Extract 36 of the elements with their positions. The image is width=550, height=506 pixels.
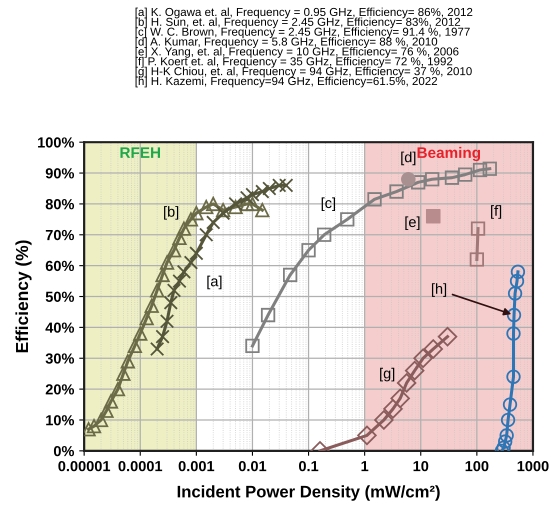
y-tick-label: 100% — [38, 137, 74, 148]
y-tick-label: 20% — [46, 384, 74, 395]
y-tick-label: 90% — [46, 168, 74, 178]
x-tick-label: 1000 — [518, 460, 549, 472]
x-tick-label: 10 — [414, 460, 428, 472]
y-tick-label: 50% — [46, 292, 74, 302]
series-label: [f] — [491, 205, 502, 219]
text: [c] W. C. Brown, Frequency = 2.45 GHz, Efficiency= 91.4 %, 1977 — [136, 27, 470, 38]
y-tick-label: 40% — [45, 322, 74, 333]
x-tick-label: 0.0001 — [118, 460, 162, 472]
text: [e] X. Yang, et. al, Frequency = 10 GHz, Efficiency= 76 %, 2006 — [136, 47, 459, 58]
band-label: RFEH — [120, 147, 160, 158]
text: [h] — [432, 283, 446, 297]
band-label: Beaming — [418, 146, 480, 162]
series-label: [b] — [164, 206, 178, 220]
series-label: [a] — [207, 276, 222, 290]
y-tick-label: 0% — [54, 446, 74, 456]
x-tick-label: 0.01 — [238, 460, 266, 472]
x-tick-label: 0.1 — [298, 460, 318, 472]
series-label: [c] — [322, 197, 336, 212]
x-axis-title: Incident Power Density (mW/cm²) — [178, 485, 440, 501]
x-tick-label: 100 — [466, 460, 488, 472]
text: [g] H-K Chiou, et. al, Frequency = 94 GHz, Efficiency= 37 %, 2010 — [136, 66, 472, 78]
series-label: [g] — [380, 368, 394, 382]
y-tick-label: 70% — [46, 230, 74, 240]
y-tick-label: 10% — [46, 415, 74, 426]
y-axis-title: Efficiency (%) — [15, 240, 32, 352]
x-tick-label: 0.00001 — [58, 460, 110, 472]
y-tick-label: 30% — [46, 353, 74, 364]
x-tick-label: 1 — [362, 461, 368, 472]
y-tick-label: 80% — [46, 199, 74, 210]
series-label: [d] — [401, 152, 416, 166]
y-tick-label: 60% — [46, 260, 74, 272]
series-label: [e] — [405, 216, 420, 230]
x-tick-label: 0.001 — [178, 460, 214, 472]
text: [f] P. Koert et. al, Frequency = 35 GHz, Efficiency= 72 %, 1992 — [136, 56, 452, 68]
